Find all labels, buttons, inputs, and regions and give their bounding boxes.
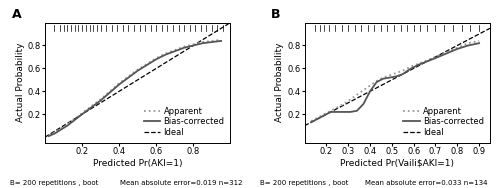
Y-axis label: Actual Probability: Actual Probability <box>16 43 25 122</box>
Text: B= 200 repetitions , boot: B= 200 repetitions , boot <box>10 180 99 186</box>
Text: B= 200 repetitions , boot: B= 200 repetitions , boot <box>260 180 348 186</box>
Text: A: A <box>12 8 21 21</box>
Y-axis label: Actual Probability: Actual Probability <box>276 43 284 122</box>
X-axis label: Predicted Pr(Vaili$AKI=1): Predicted Pr(Vaili$AKI=1) <box>340 159 454 168</box>
X-axis label: Predicted Pr(AKI=1): Predicted Pr(AKI=1) <box>93 159 182 168</box>
Legend: Apparent, Bias-corrected, Ideal: Apparent, Bias-corrected, Ideal <box>402 105 486 139</box>
Text: Mean absolute error=0.019 n=312: Mean absolute error=0.019 n=312 <box>120 180 242 186</box>
Text: Mean absolute error=0.033 n=134: Mean absolute error=0.033 n=134 <box>365 180 488 186</box>
Legend: Apparent, Bias-corrected, Ideal: Apparent, Bias-corrected, Ideal <box>142 105 226 139</box>
Text: B: B <box>271 8 280 21</box>
